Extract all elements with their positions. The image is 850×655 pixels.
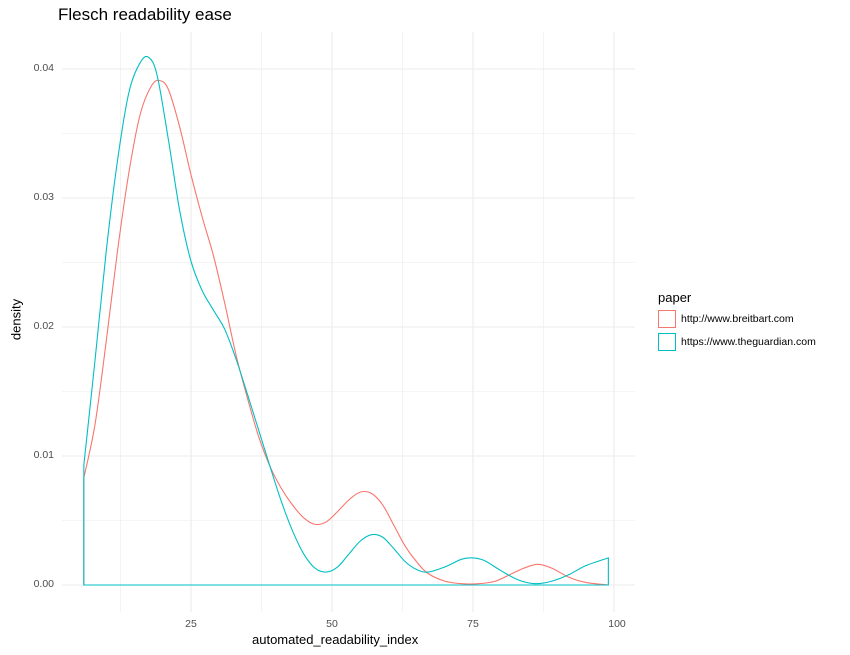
x-axis-label: automated_readability_index (252, 632, 419, 647)
y-tick-label: 0.01 (33, 449, 54, 461)
legend: paper http://www.breitbart.com https://w… (658, 290, 816, 353)
legend-title: paper (658, 290, 692, 305)
x-tick-label: 50 (326, 618, 338, 630)
guardian-density-line (83, 55, 609, 586)
gridlines (62, 32, 635, 612)
y-tick-label: 0.04 (33, 62, 54, 74)
legend-key-swatch (658, 309, 676, 328)
legend-label: https://www.theguardian.com (681, 335, 816, 348)
y-tick-label: 0.02 (33, 320, 54, 332)
legend-label: http://www.breitbart.com (681, 312, 794, 325)
x-tick-label: 25 (185, 618, 197, 630)
y-tick-label: 0.00 (33, 578, 54, 590)
x-tick-label: 75 (467, 618, 479, 630)
x-tick-label: 100 (608, 618, 626, 630)
breitbart-density-line (83, 79, 609, 586)
legend-key-swatch (658, 332, 676, 351)
density-curves (83, 55, 609, 586)
y-tick-label: 0.03 (33, 191, 54, 203)
legend-item-guardian: https://www.theguardian.com (658, 330, 816, 353)
legend-item-breitbart: http://www.breitbart.com (658, 307, 816, 330)
chart-title: Flesch readability ease (58, 5, 232, 24)
